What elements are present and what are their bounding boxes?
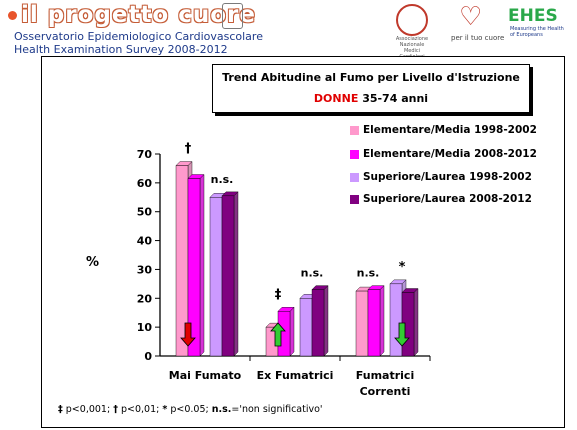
- significance-label: †: [185, 142, 192, 157]
- arrow-down-icon: [180, 322, 196, 347]
- brand-dot-icon: [8, 11, 17, 20]
- footnote-sym-3: *: [162, 404, 168, 415]
- chart-title: Trend Abitudine al Fumo per Livello d'Is…: [222, 71, 520, 84]
- y-tick-label: 20: [137, 292, 153, 305]
- bar: [311, 289, 325, 357]
- arrow-up-icon: [270, 322, 286, 347]
- bar: [209, 197, 223, 357]
- chart-frame: [41, 56, 565, 428]
- y-tick-label: 40: [137, 235, 153, 248]
- y-tick-label: 30: [137, 263, 153, 276]
- footnote-txt-4: ='non significativo': [231, 404, 323, 415]
- bar: [367, 289, 381, 357]
- footnote-txt-3: p<0.05;: [170, 404, 209, 415]
- chart-subtitle: DONNE 35-74 anni: [213, 92, 529, 105]
- legend-label: Elementare/Media 1998-2002: [363, 124, 537, 136]
- x-tick-label: Ex Fumatrici: [257, 369, 334, 382]
- y-tick-label: 0: [144, 350, 152, 363]
- bar: [221, 195, 235, 357]
- heart-logo-icon: ♡: [459, 2, 483, 32]
- significance-label: n.s.: [211, 173, 234, 186]
- y-tick-label: 10: [137, 321, 153, 334]
- header-subtitle-2: Health Examination Survey 2008-2012: [14, 43, 228, 56]
- ehes-logo: EHES: [508, 6, 558, 26]
- y-tick-label: 60: [137, 177, 153, 190]
- chart-subtitle-age: 35-74 anni: [362, 92, 429, 105]
- bar-side: [289, 306, 295, 357]
- bar: [299, 298, 313, 357]
- bar-side: [413, 288, 419, 357]
- bar-side: [323, 285, 329, 357]
- bar-side: [379, 285, 385, 357]
- bar: [389, 283, 403, 357]
- legend-label: Elementare/Media 2008-2012: [363, 148, 537, 160]
- y-tick-label: 70: [137, 148, 153, 161]
- bar-side: [199, 174, 205, 357]
- y-tick-label: 50: [137, 206, 153, 219]
- bar: [187, 178, 201, 357]
- x-tick-label: Mai Fumato: [169, 369, 242, 382]
- ehes-logo-sub: Measuring the Health of Europeans: [510, 26, 564, 38]
- y-axis-label: %: [86, 255, 100, 270]
- legend-label: Superiore/Laurea 1998-2002: [363, 171, 532, 183]
- x-tick-label: Fumatrici: [356, 369, 414, 382]
- brand-logo: il progetto cuore: [8, 2, 256, 28]
- header-subtitle-1: Osservatorio Epidemiologico Cardiovascol…: [14, 30, 263, 43]
- bar-side: [233, 191, 239, 357]
- footnote-sym-4: n.s.: [211, 404, 232, 415]
- significance-label: ‡: [275, 287, 282, 302]
- legend-swatch: [350, 195, 359, 204]
- significance-label: n.s.: [357, 267, 380, 280]
- significance-label: *: [399, 260, 406, 275]
- heart-logo-text: per il tuo cuore: [451, 34, 505, 42]
- legend-label: Superiore/Laurea 2008-2012: [363, 193, 532, 205]
- legend-swatch: [350, 126, 359, 135]
- chart-title-box: Trend Abitudine al Fumo per Livello d'Is…: [212, 64, 530, 113]
- footnote-txt-1: p<0,001;: [65, 404, 111, 415]
- brand-name: il progetto cuore: [21, 2, 256, 28]
- footnote-sym-2: †: [113, 404, 118, 415]
- footnote-txt-2: p<0,01;: [120, 404, 160, 415]
- significance-label: n.s.: [301, 267, 324, 280]
- anmco-logo-icon: [396, 4, 428, 36]
- footnote: ‡ p<0,001; † p<0,01; * p<0.05; n.s.='non…: [58, 404, 323, 415]
- legend-swatch: [350, 150, 359, 159]
- legend-swatch: [350, 173, 359, 182]
- x-tick-label: Correnti: [360, 385, 411, 398]
- arrow-down-icon: [394, 322, 410, 347]
- footnote-sym-1: ‡: [58, 404, 63, 415]
- bar: [355, 290, 369, 357]
- emblem-icon: [222, 3, 243, 29]
- chart-subtitle-sex: DONNE: [313, 92, 359, 105]
